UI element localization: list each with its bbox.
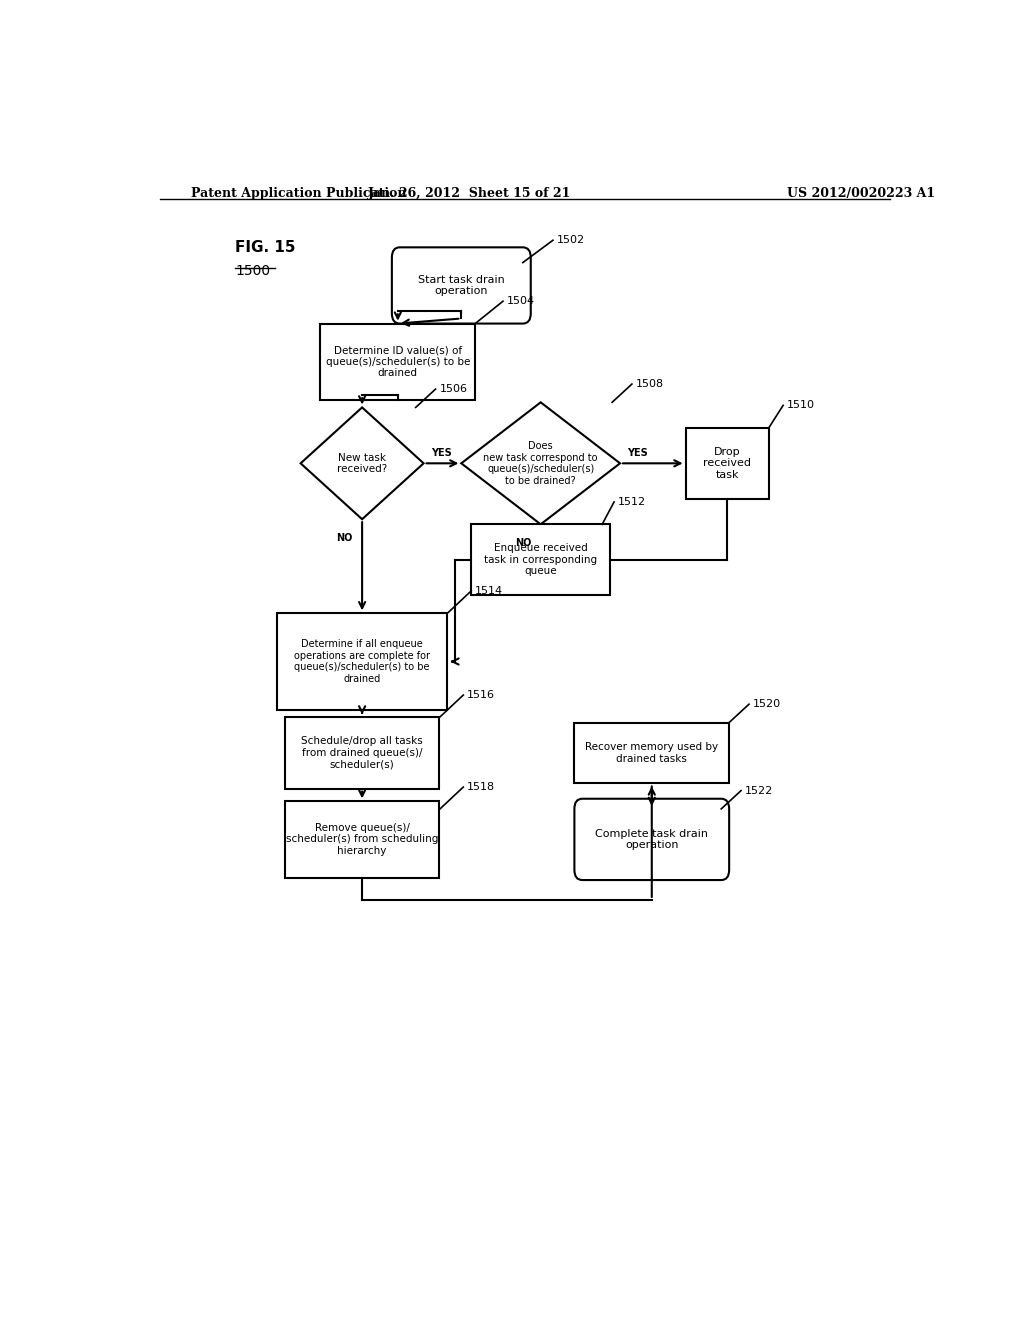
- Text: 1506: 1506: [439, 384, 468, 395]
- Bar: [321, 323, 475, 400]
- Text: Jan. 26, 2012  Sheet 15 of 21: Jan. 26, 2012 Sheet 15 of 21: [368, 187, 571, 199]
- Text: Determine ID value(s) of
queue(s)/scheduler(s) to be
drained: Determine ID value(s) of queue(s)/schedu…: [326, 345, 470, 379]
- Text: 1510: 1510: [787, 400, 815, 411]
- Bar: [685, 428, 769, 499]
- Polygon shape: [462, 403, 620, 524]
- Text: New task
received?: New task received?: [337, 453, 387, 474]
- Text: Patent Application Publication: Patent Application Publication: [191, 187, 407, 199]
- Text: 1514: 1514: [475, 586, 504, 595]
- Text: NO: NO: [515, 537, 531, 548]
- Bar: [574, 722, 729, 784]
- Text: YES: YES: [627, 449, 648, 458]
- FancyBboxPatch shape: [574, 799, 729, 880]
- Text: NO: NO: [337, 532, 353, 543]
- Text: Determine if all enqueue
operations are complete for
queue(s)/scheduler(s) to be: Determine if all enqueue operations are …: [294, 639, 430, 684]
- Bar: [276, 614, 447, 710]
- Bar: [471, 524, 610, 595]
- Text: 1522: 1522: [745, 785, 773, 796]
- Text: Start task drain
operation: Start task drain operation: [418, 275, 505, 296]
- Polygon shape: [301, 408, 424, 519]
- Text: Enqueue received
task in corresponding
queue: Enqueue received task in corresponding q…: [484, 544, 597, 577]
- Text: US 2012/0020223 A1: US 2012/0020223 A1: [786, 187, 935, 199]
- Text: Complete task drain
operation: Complete task drain operation: [595, 829, 709, 850]
- Text: 1502: 1502: [557, 235, 585, 246]
- Text: 1520: 1520: [753, 700, 781, 709]
- Text: 1512: 1512: [618, 496, 646, 507]
- Text: Schedule/drop all tasks
from drained queue(s)/
scheduler(s): Schedule/drop all tasks from drained que…: [301, 737, 423, 770]
- Text: FIG. 15: FIG. 15: [236, 240, 296, 255]
- Text: 1500: 1500: [236, 264, 270, 279]
- Text: YES: YES: [431, 449, 452, 458]
- Bar: [285, 801, 439, 878]
- FancyBboxPatch shape: [392, 247, 530, 323]
- Text: Recover memory used by
drained tasks: Recover memory used by drained tasks: [585, 742, 719, 764]
- Text: Does
new task correspond to
queue(s)/scheduler(s)
to be drained?: Does new task correspond to queue(s)/sch…: [483, 441, 598, 486]
- Text: 1518: 1518: [467, 781, 496, 792]
- Text: 1508: 1508: [636, 379, 664, 389]
- Text: Remove queue(s)/
scheduler(s) from scheduling
hierarchy: Remove queue(s)/ scheduler(s) from sched…: [286, 822, 438, 855]
- Text: 1516: 1516: [467, 690, 496, 700]
- Text: 1504: 1504: [507, 296, 536, 306]
- Text: Drop
received
task: Drop received task: [703, 446, 752, 480]
- Bar: [285, 718, 439, 788]
